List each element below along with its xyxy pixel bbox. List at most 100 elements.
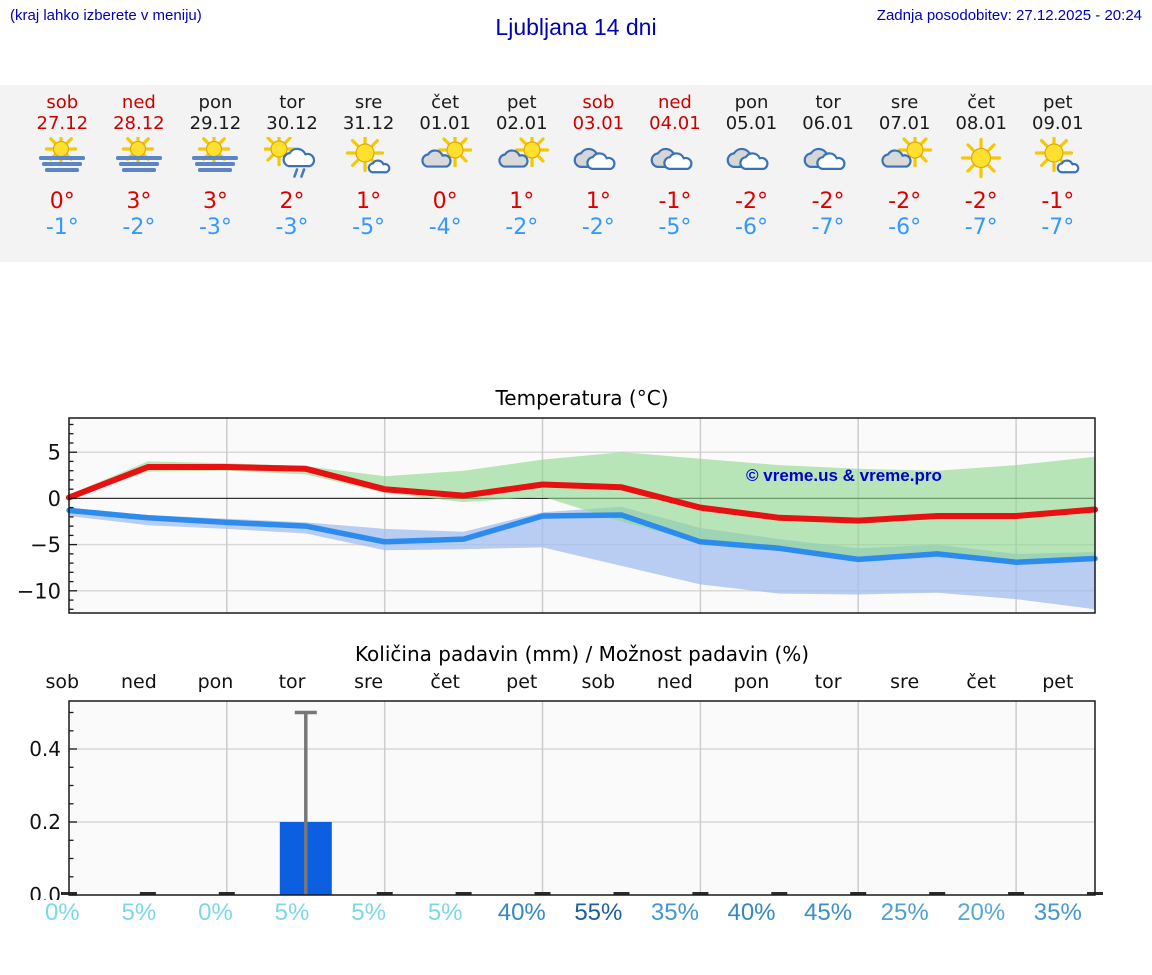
precip-zero-bar bbox=[850, 892, 867, 895]
precip-zero-bar bbox=[218, 892, 235, 895]
day-name: ned bbox=[121, 92, 156, 113]
high-temp: 3° bbox=[202, 189, 228, 214]
max-temperature-line bbox=[66, 464, 1098, 524]
fog-icon bbox=[39, 132, 86, 172]
temperature-chart-title: Temperatura (°C) bbox=[495, 386, 669, 410]
temp-y-tick-label: −10 bbox=[17, 579, 61, 603]
cloudy-icon bbox=[573, 147, 616, 170]
precip-probability: 5% bbox=[121, 899, 157, 926]
day-column: ned 28.12 3° -2° bbox=[101, 85, 178, 262]
cloudy-icon bbox=[803, 147, 846, 170]
day-name: tor bbox=[815, 92, 841, 113]
day-column: čet 08.01 -2° -7° bbox=[943, 85, 1020, 262]
day-date: 04.01 bbox=[649, 113, 701, 134]
fog-icon bbox=[192, 132, 239, 172]
low-temp: -6° bbox=[735, 215, 768, 240]
day-name: sob bbox=[46, 92, 79, 113]
day-date: 09.01 bbox=[1032, 113, 1084, 134]
precip-zero-bar bbox=[771, 892, 788, 895]
min-temperature-line bbox=[66, 507, 1098, 565]
precip-probability: 40% bbox=[497, 899, 546, 926]
low-temp: -2° bbox=[122, 215, 156, 240]
day-name: čet bbox=[431, 92, 460, 113]
high-temp: 1° bbox=[585, 189, 611, 214]
precip-zero-bar bbox=[613, 892, 630, 895]
precip-day-label: pon bbox=[733, 671, 770, 693]
sunny-icon bbox=[961, 137, 1002, 179]
day-column: sob 03.01 1° -2° bbox=[560, 85, 637, 262]
forecast-day-strip: sob 27.12 0° -1° ned 28.12 3° -2° pon 29.12 3° -3° t… bbox=[0, 85, 1152, 262]
weather-icon-partly-cloudy bbox=[483, 132, 560, 183]
day-column: pon 29.12 3° -3° bbox=[177, 85, 254, 262]
day-name: sre bbox=[354, 92, 383, 113]
precip-zero-bar bbox=[929, 892, 946, 895]
page-title: Ljubljana 14 dni bbox=[495, 14, 657, 40]
low-temp: -7° bbox=[964, 215, 998, 240]
day-name: pet bbox=[506, 92, 537, 113]
weather-icon-mostly-sunny bbox=[330, 133, 407, 183]
temp-y-tick-label: 5 bbox=[48, 441, 61, 465]
precip-day-label: tor bbox=[278, 671, 306, 693]
weather-icon-cloudy bbox=[560, 137, 637, 183]
temp-y-tick-label: −5 bbox=[30, 533, 61, 557]
day-column: čet 01.01 0° -4° bbox=[407, 85, 484, 262]
low-temp: -6° bbox=[888, 215, 922, 240]
precip-probability: 20% bbox=[957, 899, 1006, 926]
partly-cloudy-icon bbox=[498, 132, 549, 168]
day-date: 31.12 bbox=[342, 113, 395, 134]
weather-icon-rain bbox=[254, 131, 331, 183]
high-temp: 0° bbox=[49, 189, 75, 214]
day-column: pon 05.01 -2° -6° bbox=[713, 85, 790, 262]
day-column: sre 31.12 1° -5° bbox=[330, 85, 407, 262]
day-date: 30.12 bbox=[266, 113, 318, 134]
precip-day-label: pon bbox=[197, 671, 234, 693]
weather-icon-cloudy bbox=[637, 137, 714, 183]
max-temperature-range bbox=[69, 452, 1095, 564]
low-temp: -2° bbox=[505, 215, 539, 240]
day-column: ned 04.01 -1° -5° bbox=[637, 85, 714, 262]
partly-cloudy-icon bbox=[421, 132, 473, 168]
day-column: tor 06.01 -2° -7° bbox=[790, 85, 867, 262]
precip-zero-bar bbox=[1008, 892, 1025, 895]
precip-y-tick-label: 0.4 bbox=[29, 737, 61, 761]
weather-icon-fog bbox=[24, 132, 101, 183]
day-name: čet bbox=[967, 92, 996, 113]
cloudy-icon bbox=[727, 147, 769, 170]
weather-icon-fog bbox=[177, 132, 254, 183]
cloudy-icon bbox=[650, 147, 693, 170]
precip-day-label: čet bbox=[966, 671, 997, 693]
weather-icon-fog bbox=[101, 132, 178, 183]
low-temp: -3° bbox=[198, 215, 232, 240]
precip-probability: 40% bbox=[727, 899, 776, 926]
precip-day-label: sre bbox=[354, 671, 384, 693]
precip-zero-bar bbox=[376, 892, 393, 895]
day-column: pet 02.01 1° -2° bbox=[483, 85, 560, 262]
fog-icon bbox=[115, 132, 162, 172]
precip-probability: 5% bbox=[427, 899, 463, 926]
precipitation-chart: 0.0 0.2 0.4 bbox=[0, 700, 1152, 907]
day-date: 07.01 bbox=[878, 113, 931, 134]
day-date: 29.12 bbox=[189, 113, 242, 134]
precip-zero-bar bbox=[139, 892, 156, 895]
precip-day-label: sob bbox=[45, 671, 80, 693]
low-temp: -4° bbox=[428, 215, 462, 240]
high-temp: -1° bbox=[658, 189, 692, 214]
high-temp: -1° bbox=[1041, 189, 1075, 214]
precip-day-label: pet bbox=[1042, 671, 1074, 693]
day-name: ned bbox=[657, 92, 692, 113]
precip-probability: 35% bbox=[1033, 899, 1082, 926]
low-temp: -5° bbox=[658, 215, 692, 240]
precip-probability: 0% bbox=[44, 899, 80, 926]
day-name: sob bbox=[582, 92, 615, 113]
precip-probability: 5% bbox=[274, 899, 310, 926]
mostly-sunny-icon bbox=[1034, 133, 1080, 174]
weather-icon-sunny bbox=[943, 137, 1020, 183]
day-name: pet bbox=[1043, 92, 1073, 113]
precipitation-day-labels: sob ned pon tor sre čet pet sob ned pon tor sre čet p… bbox=[24, 671, 1096, 693]
precip-day-label: sre bbox=[890, 671, 920, 693]
mostly-sunny-icon bbox=[345, 133, 390, 174]
day-name: sre bbox=[890, 92, 919, 113]
low-temp: -3° bbox=[275, 215, 309, 240]
day-date: 06.01 bbox=[802, 113, 854, 134]
precip-day-label: tor bbox=[814, 671, 842, 693]
